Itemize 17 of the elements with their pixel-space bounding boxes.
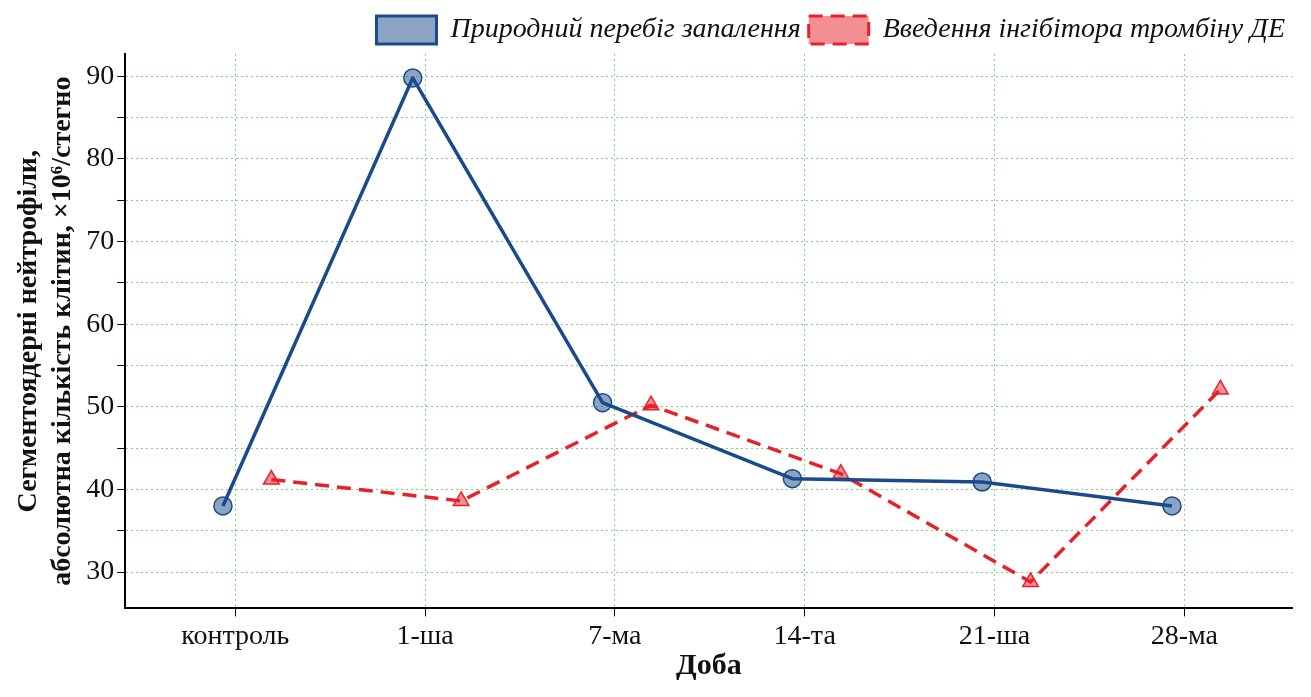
y-axis-title: Сегментоядерні нейтрофіли, абсолютна кількість клітин, ×10⁶/стегно [11, 76, 76, 586]
legend-label: Природний перебіг запалення [449, 12, 801, 44]
x-tick-label: контроль [181, 618, 290, 650]
x-tick-label: 21-ша [958, 618, 1031, 650]
y-tick-label: 40 [86, 471, 115, 503]
legend-label: Введення інгібітора тромбіну ДЕ [882, 12, 1285, 44]
x-axis-title: Доба [676, 646, 742, 680]
y-tick-label: 50 [86, 389, 115, 421]
y-tick-label: 70 [86, 223, 115, 255]
y-tick-label: 90 [86, 58, 115, 90]
x-tick-label: 1-ша [396, 618, 455, 650]
x-tick-label: 7-ма [588, 618, 643, 650]
x-tick-label: 28-ма [1150, 618, 1219, 650]
y-tick-label: 60 [86, 306, 115, 338]
y-tick-label: 80 [86, 141, 115, 173]
y-tick-label: 30 [86, 554, 115, 586]
x-tick-label: 14-та [773, 618, 837, 650]
